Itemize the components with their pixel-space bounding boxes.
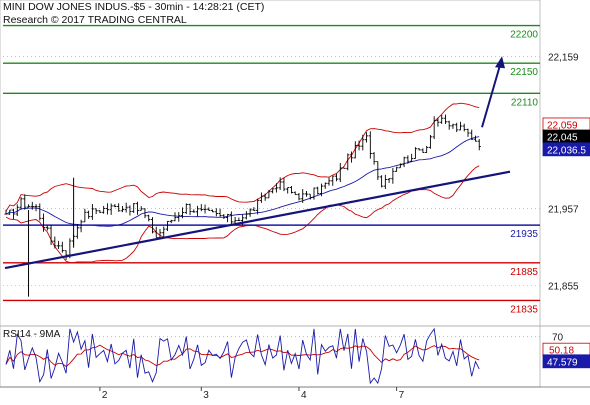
x-tick-label: 7 <box>399 390 405 400</box>
x-tick-label: 3 <box>203 390 209 400</box>
rsi-label: RSI14 - 9MA <box>3 329 61 340</box>
copyright-line: Research © 2017 TRADING CENTRAL <box>3 14 187 26</box>
level-label-21935: 21935 <box>510 229 538 240</box>
trendline <box>4 170 511 270</box>
price-box-label-last: 22,045 <box>547 133 578 144</box>
chart-title: MINI DOW JONES INDUS.-$5 - 30min - 14:28… <box>3 1 265 13</box>
y-tick-label: 21,855 <box>548 281 579 292</box>
price-box-ma <box>542 142 590 157</box>
level-label-21885: 21885 <box>510 267 538 278</box>
projection-arrowhead <box>495 56 505 69</box>
level-label-22200: 22200 <box>510 30 538 41</box>
level-label-21835: 21835 <box>510 304 538 315</box>
level-label-22110: 22110 <box>511 97 539 108</box>
y-tick-label: 21,957 <box>548 205 579 216</box>
bollinger-lower <box>5 165 480 264</box>
bollinger-upper <box>5 102 480 212</box>
x-tick-label: 2 <box>102 390 108 400</box>
rsi-tick-70: 70 <box>552 333 564 344</box>
rsi-value: 47.579 <box>547 357 578 368</box>
x-tick-label: 4 <box>301 390 307 400</box>
projection-arrow <box>481 64 501 128</box>
rsi-ma-value: 50.18 <box>549 346 574 357</box>
rsi-line <box>5 327 480 385</box>
rsi-ma-line <box>5 344 480 368</box>
price-box-label-prev: 22,059 <box>547 120 578 131</box>
price-box-label-ma: 22,036.5 <box>547 145 586 156</box>
level-label-22150: 22150 <box>510 67 538 78</box>
y-tick-label: 22,159 <box>548 52 579 63</box>
rsi-value-box <box>542 354 590 369</box>
plot-frame <box>0 0 541 388</box>
moving-average <box>5 136 480 227</box>
